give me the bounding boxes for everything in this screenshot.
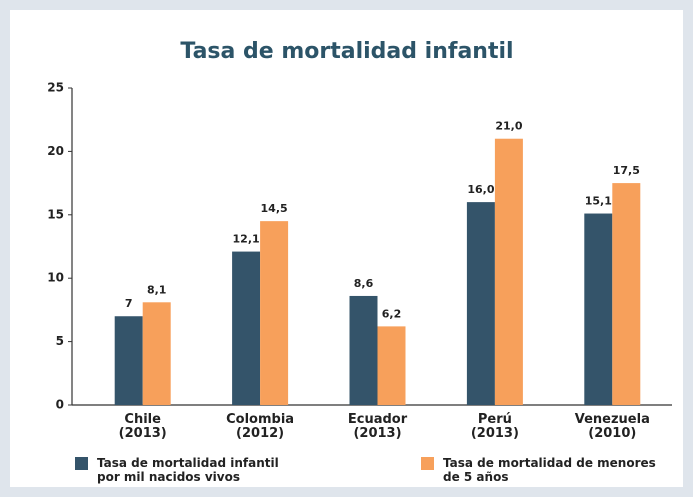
bar xyxy=(377,326,406,405)
bar xyxy=(232,251,261,405)
panel xyxy=(10,10,683,487)
y-tick-label: 10 xyxy=(47,271,64,285)
legend-swatch xyxy=(75,457,88,470)
x-tick-label: Chile (2013) xyxy=(119,412,167,441)
bar xyxy=(142,302,171,405)
value-label: 15,1 xyxy=(585,195,612,208)
value-label: 12,1 xyxy=(233,233,260,246)
bar xyxy=(114,316,143,405)
legend-swatch xyxy=(421,457,434,470)
x-tick-label: Ecuador (2013) xyxy=(348,412,408,441)
value-label: 17,5 xyxy=(613,164,640,177)
value-label: 7 xyxy=(125,297,133,310)
y-tick-label: 20 xyxy=(47,144,64,158)
bar xyxy=(260,221,289,405)
legend-label: Tasa de mortalidad de menores de 5 años xyxy=(443,456,656,484)
x-tick-label: Venezuela (2010) xyxy=(575,412,650,441)
bar xyxy=(612,183,641,405)
legend-label: Tasa de mortalidad infantil por mil nacid… xyxy=(97,456,279,484)
bar xyxy=(349,295,378,405)
x-tick-label: Colombia (2012) xyxy=(226,412,294,441)
y-tick-label: 5 xyxy=(56,334,64,348)
x-tick-label: Perú (2013) xyxy=(471,412,519,441)
value-label: 21,0 xyxy=(495,120,522,133)
y-tick-label: 25 xyxy=(47,81,64,95)
value-label: 8,6 xyxy=(354,277,374,290)
bar xyxy=(466,202,495,405)
value-label: 16,0 xyxy=(467,183,494,196)
bar xyxy=(584,213,613,405)
value-label: 6,2 xyxy=(382,307,402,320)
value-label: 8,1 xyxy=(147,283,167,296)
y-tick-label: 0 xyxy=(56,398,64,412)
chart-title: Tasa de mortalidad infantil xyxy=(180,39,513,64)
value-label: 14,5 xyxy=(261,202,288,215)
y-tick-label: 15 xyxy=(47,207,64,221)
bar xyxy=(494,138,523,405)
